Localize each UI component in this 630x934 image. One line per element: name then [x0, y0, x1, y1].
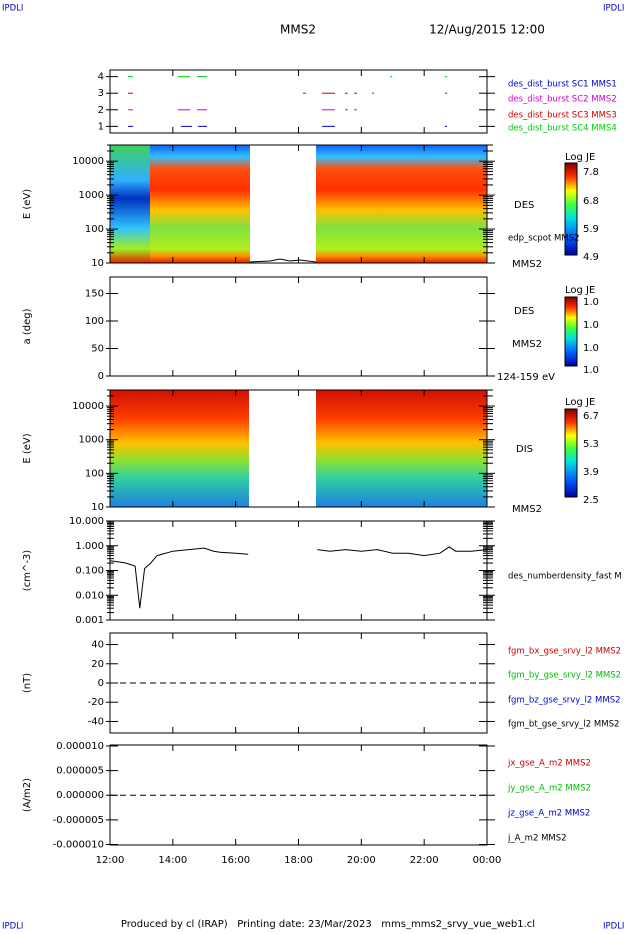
y-axis-title: (A/m2): [22, 778, 33, 812]
x-tick-label: 22:00: [410, 855, 439, 866]
y-tick-label: 0: [98, 678, 104, 689]
legend-entry: fgm_by_gse_srvy_l2 MMS2: [508, 671, 621, 681]
colorbar-tick-label: 6.7: [583, 411, 599, 422]
colorbar-title: Log JE: [565, 397, 595, 408]
y-tick-label: 100: [85, 316, 104, 327]
panel-label: MMS2: [512, 339, 542, 350]
colorbar-tick-label: 7.8: [583, 167, 599, 178]
panel-label: MMS2: [512, 504, 542, 515]
y-tick-label: 0.001: [75, 615, 104, 626]
x-tick-label: 16:00: [221, 855, 250, 866]
y-tick-label: 0.000010: [56, 741, 104, 752]
mission-title: MMS2: [280, 23, 316, 37]
data-line: [109, 546, 488, 609]
colorbar: [564, 162, 578, 256]
colorbar-tick-label: 1.0: [583, 297, 599, 308]
legend-entry: j_A_m2 MMS2: [507, 834, 567, 844]
panel-frame: [109, 520, 488, 621]
corner-label: IPDLI: [603, 922, 624, 932]
footer: Produced by cl (IRAP) Printing date: 23/…: [121, 919, 535, 930]
legend-entry: des_dist_burst SC4 MMS4: [508, 124, 617, 134]
y-tick-label: 3: [98, 88, 104, 99]
x-tick-label: 14:00: [158, 855, 187, 866]
corner-label: IPDLI: [603, 4, 624, 14]
panel-label: DIS: [516, 444, 533, 455]
y-tick-label: 10000: [72, 401, 104, 412]
corner-label: IPDLI: [2, 922, 23, 932]
legend-entry: des_dist_burst SC1 MMS1: [508, 80, 617, 90]
y-tick-label: -20: [88, 697, 104, 708]
panel-label: DES: [514, 200, 534, 211]
y-tick-label: 50: [91, 344, 104, 355]
colorbar-tick-label: 5.9: [583, 224, 599, 235]
panel-label: DES: [514, 306, 534, 317]
y-tick-label: 100: [85, 224, 104, 235]
y-tick-label: 10000: [72, 156, 104, 167]
legend-entry: jx_gse_A_m2 MMS2: [507, 759, 591, 769]
y-tick-label: 1: [98, 121, 104, 132]
legend-entry: fgm_bx_gse_srvy_l2 MMS2: [508, 647, 621, 657]
y-axis-title: (cm^-3): [22, 550, 33, 591]
legend-entry: fgm_bz_gse_srvy_l2 MMS2: [508, 696, 621, 706]
panel-frame: [109, 276, 488, 377]
legend-entry: des_numberdensity_fast M: [508, 572, 622, 582]
y-axis-title: E (eV): [22, 189, 33, 219]
y-tick-label: 1000: [79, 190, 104, 201]
y-tick-label: 2: [98, 105, 104, 116]
y-tick-label: 10.000: [69, 516, 104, 527]
y-tick-label: 40: [91, 640, 104, 651]
y-axis-title: (nT): [22, 673, 33, 693]
legend-entry: des_dist_burst SC2 MMS2: [508, 95, 617, 105]
spectrogram-des: [110, 145, 487, 263]
y-tick-label: -40: [88, 716, 104, 727]
colorbar-tick-label: 1.0: [583, 320, 599, 331]
y-tick-label: 1000: [79, 435, 104, 446]
y-tick-label: -0.000010: [53, 840, 104, 851]
panel-label: 124-159 eV: [497, 372, 555, 383]
panel-frame: [109, 69, 488, 134]
colorbar: [564, 408, 578, 498]
panel-label: edp_scpot MMS2: [508, 234, 579, 244]
legend-entry: jz_gse_A_m2 MMS2: [507, 809, 590, 819]
y-tick-label: -0.000005: [53, 815, 104, 826]
y-tick-label: 10: [91, 502, 104, 513]
colorbar-tick-label: 1.0: [583, 343, 599, 354]
y-tick-label: 20: [91, 659, 104, 670]
x-tick-label: 12:00: [96, 855, 125, 866]
x-tick-label: 20:00: [347, 855, 376, 866]
colorbar-tick-label: 3.9: [583, 467, 599, 478]
colorbar-title: Log JE: [565, 152, 595, 163]
colorbar-tick-label: 5.3: [583, 439, 599, 450]
y-tick-label: 0.000005: [56, 766, 104, 777]
spectrogram-dis: [110, 390, 487, 507]
y-tick-label: 150: [85, 289, 104, 300]
y-tick-label: 10: [91, 258, 104, 269]
colorbar-tick-label: 4.9: [583, 252, 599, 263]
y-tick-label: 0.100: [75, 566, 104, 577]
y-tick-label: 1.000: [75, 541, 104, 552]
y-tick-label: 0.000000: [56, 790, 104, 801]
panel-label: MMS2: [512, 259, 542, 270]
y-axis-title: E (eV): [22, 433, 33, 463]
legend-entry: des_dist_burst SC3 MMS3: [508, 111, 617, 121]
x-tick-label: 00:00: [473, 855, 502, 866]
y-axis-title: a (deg): [22, 308, 33, 344]
legend-entry: jy_gse_A_m2 MMS2: [507, 784, 591, 794]
colorbar-title: Log JE: [565, 285, 595, 296]
x-tick-label: 18:00: [284, 855, 313, 866]
legend-entry: fgm_bt_gse_srvy_l2 MMS2: [508, 720, 619, 730]
y-tick-label: 0: [98, 371, 104, 382]
y-tick-label: 100: [85, 468, 104, 479]
corner-label: IPDLI: [2, 4, 23, 14]
y-tick-label: 4: [98, 72, 104, 83]
date-title: 12/Aug/2015 12:00: [429, 23, 545, 37]
colorbar-tick-label: 6.8: [583, 196, 599, 207]
colorbar: [564, 296, 578, 367]
y-tick-label: 0.010: [75, 590, 104, 601]
colorbar-tick-label: 1.0: [583, 365, 599, 376]
colorbar-tick-label: 2.5: [583, 495, 599, 506]
